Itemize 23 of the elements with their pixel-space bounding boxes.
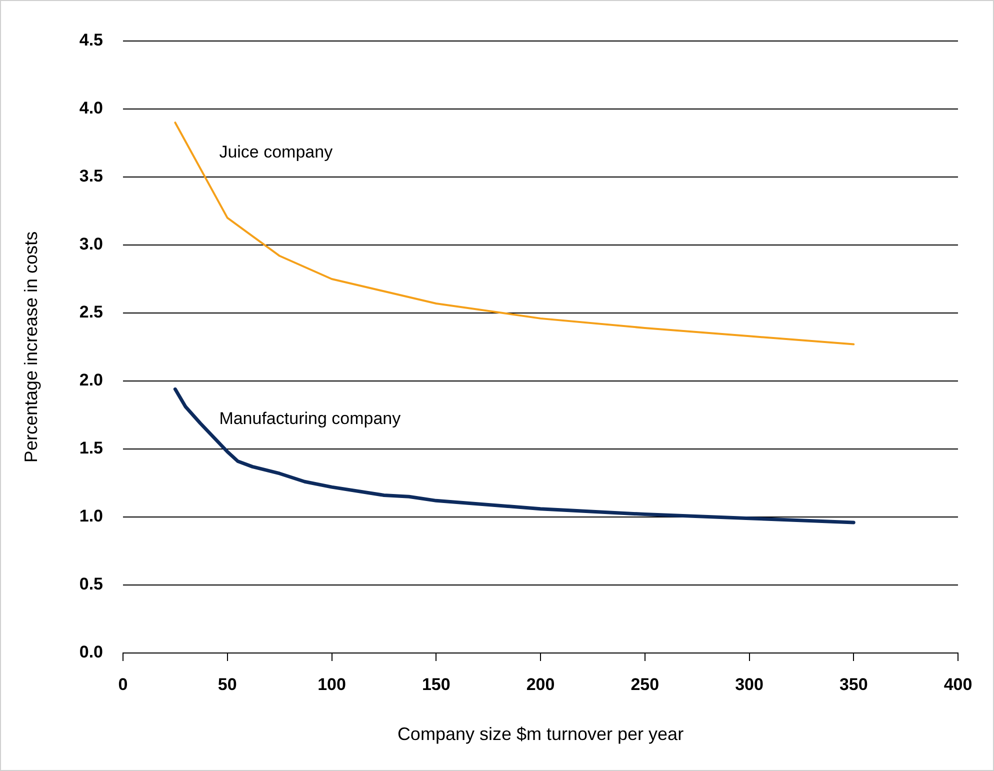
y-tick-label: 0.0	[79, 642, 103, 662]
x-tick-label: 0	[118, 674, 128, 694]
x-tick-label: 400	[944, 674, 972, 694]
y-tick-label: 2.0	[79, 370, 103, 390]
series-label: Juice company	[219, 142, 334, 162]
y-axis-title: Percentage increase in costs	[20, 231, 41, 463]
x-tick-label: 100	[318, 674, 346, 694]
x-tick-label: 350	[839, 674, 868, 694]
series-label: Manufacturing company	[219, 408, 402, 428]
x-tick-label: 50	[218, 674, 237, 694]
y-tick-label: 0.5	[79, 574, 103, 594]
x-tick-label: 250	[630, 674, 660, 694]
x-tick-label: 300	[735, 674, 764, 694]
x-tick-label: 200	[526, 674, 555, 694]
y-tick-label: 4.0	[79, 98, 103, 118]
y-tick-label: 4.5	[79, 30, 103, 50]
y-tick-label: 1.5	[79, 438, 103, 458]
y-tick-label: 1.0	[79, 506, 103, 526]
y-tick-label: 3.0	[79, 234, 103, 254]
y-tick-label: 3.5	[79, 166, 103, 186]
x-axis-title: Company size $m turnover per year	[397, 724, 684, 744]
x-tick-label: 150	[422, 674, 450, 694]
y-tick-label: 2.5	[79, 302, 103, 322]
